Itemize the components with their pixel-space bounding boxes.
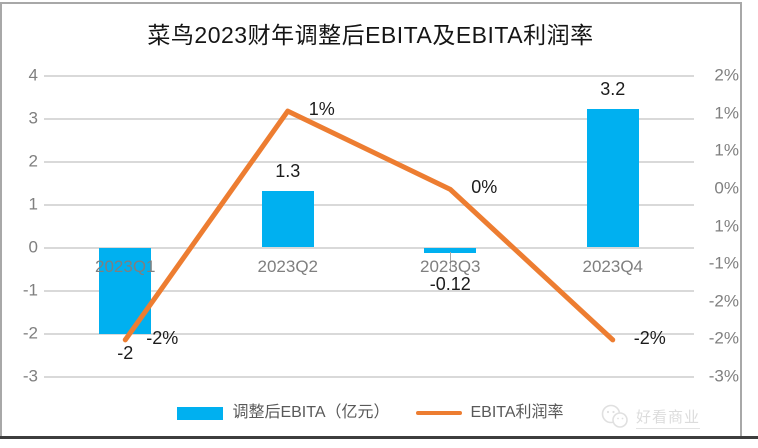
left-axis-tick-label: -3 (22, 366, 38, 386)
line-value-label: -2% (146, 327, 179, 348)
legend-item-adjusted-ebita: 调整后EBITA（亿元） (177, 403, 390, 423)
right-axis-tick-label: 1% (714, 140, 739, 160)
left-axis-tick-label: -2 (22, 323, 38, 343)
bar-value-label: -2 (117, 343, 134, 363)
bar-2023Q2 (261, 191, 314, 247)
legend-bar-swatch (177, 406, 224, 420)
left-axis-tick-label: 4 (28, 65, 38, 85)
gridline (44, 376, 694, 378)
chat-bubbles-icon (601, 404, 628, 428)
left-axis-tick-label: 0 (28, 237, 38, 257)
left-axis-tick-label: 2 (28, 151, 38, 171)
bar-value-label: 1.3 (275, 161, 301, 182)
bar-2023Q4 (586, 109, 639, 247)
category-label-2023Q4: 2023Q4 (582, 257, 644, 276)
chart-legend: 调整后EBITA（亿元） EBITA利润率 (0, 403, 741, 423)
bar-value-label: -0.12 (429, 274, 471, 294)
legend-item-ebita-margin: EBITA利润率 (415, 403, 564, 423)
right-axis-tick-label: 0% (714, 178, 739, 198)
category-label-2023Q1: 2023Q1 (95, 257, 156, 276)
legend-label-ebita-margin: EBITA利润率 (470, 404, 564, 421)
bottom-divider-line (0, 436, 758, 439)
ebita-margin-line (122, 108, 616, 343)
right-axis-tick-label: -2% (708, 328, 739, 348)
watermark-text: 好看商业 (635, 406, 700, 429)
panel-border-left (0, 2, 2, 437)
bar-value-label: 3.2 (600, 79, 626, 100)
panel-border-right (740, 2, 742, 437)
line-value-label: -2% (633, 327, 666, 348)
legend-line-swatch (415, 411, 462, 415)
right-axis-tick-label: 1% (714, 216, 739, 235)
category-label-2023Q2: 2023Q2 (257, 257, 319, 276)
watermark: 好看商业 (600, 404, 700, 430)
chart-title: 菜鸟2023财年调整后EBITA及EBITA利润率 (147, 22, 594, 48)
left-axis-tick-label: 1 (28, 194, 38, 214)
right-axis-tick-label: -1% (708, 253, 739, 273)
right-axis-tick-label: 1% (714, 103, 739, 123)
left-axis-tick-label: 3 (28, 108, 38, 128)
left-axis-tick-label: -1 (22, 280, 38, 300)
right-axis-tick-label: 2% (714, 65, 739, 85)
right-axis-tick-label: -2% (708, 291, 739, 311)
line-value-label: 0% (471, 177, 498, 198)
panel-border-top (0, 2, 742, 4)
legend-label-adjusted-ebita: 调整后EBITA（亿元） (232, 404, 390, 421)
gridline (44, 75, 694, 77)
right-axis-tick-label: -3% (708, 366, 739, 386)
line-value-label: 1% (308, 99, 335, 120)
